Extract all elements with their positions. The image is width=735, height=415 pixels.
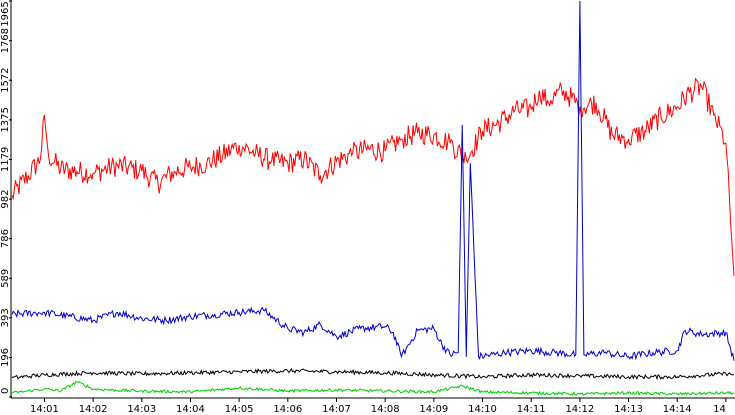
series-line-4	[11, 380, 735, 396]
y-tick-label: 0	[0, 388, 11, 394]
x-tick-labels: 14:01 14:02 14:03 14:04 14:05 14:06 14:07 14:08…	[30, 398, 727, 415]
x-tick-label: 14:07	[322, 404, 351, 415]
x-tick-label: 14:04	[176, 404, 205, 415]
series-line-3	[11, 367, 735, 381]
series-line-2	[11, 0, 735, 361]
x-tick-label: 14:03	[127, 404, 156, 415]
y-tick-label: 1768	[0, 28, 11, 53]
axes-layer	[10, 0, 735, 399]
x-tick-label: 14:13	[614, 404, 643, 415]
y-tick-label: 982	[0, 190, 11, 209]
y-tick-label: 393	[0, 308, 11, 327]
series-line-1	[11, 77, 735, 277]
y-tick-label: 1375	[0, 107, 11, 132]
y-tick-label: 1572	[0, 67, 11, 92]
y-tick-label: 1179	[0, 147, 11, 172]
x-tick-label: 14:11	[517, 404, 546, 415]
x-tick-label: 14:02	[79, 404, 108, 415]
y-tick-labels: 0 196 393 589 786 982 1179 1375 1572 1768 1965	[0, 0, 12, 398]
x-tick-label: 14:12	[565, 404, 594, 415]
x-tick-label: 14:06	[273, 404, 302, 415]
y-tick-label: 786	[0, 229, 11, 248]
x-tick-label: 14:14	[663, 404, 692, 415]
y-tick-label: 196	[0, 348, 11, 367]
x-tick-label: 14:08	[371, 404, 400, 415]
x-tick-label: 14:10	[468, 404, 497, 415]
x-tick-label: 14	[713, 404, 726, 415]
x-tick-label: 14:01	[30, 404, 59, 415]
series-layer	[11, 0, 735, 396]
x-tick-label: 14:09	[419, 404, 448, 415]
x-tick-label: 14:05	[225, 404, 254, 415]
y-tick-label: 1965	[0, 1, 11, 26]
y-tick-label: 589	[0, 269, 11, 288]
